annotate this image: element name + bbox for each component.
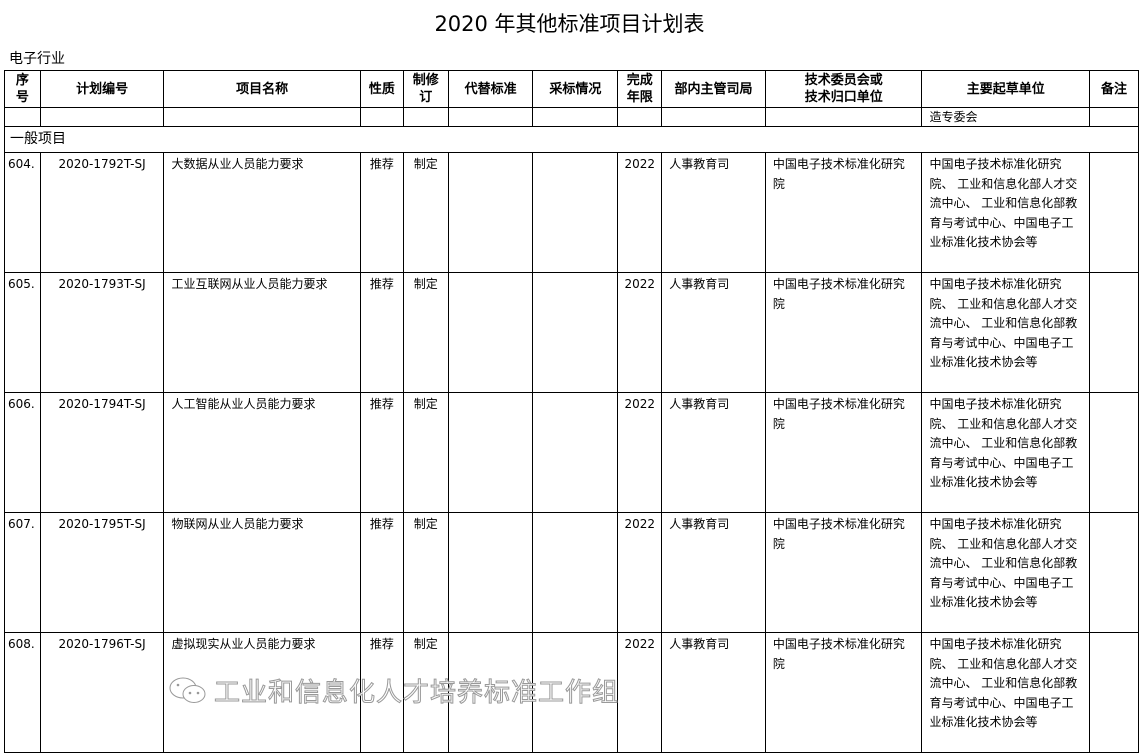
cell-dept: 人事教育司 xyxy=(661,152,766,273)
cell-note xyxy=(1089,392,1139,513)
cell-tc: 中国电子技术标准化研究院 xyxy=(764,152,923,273)
watermark-text: 工业和信息化人才培养标准工作组 xyxy=(213,678,620,709)
header-nature: 性质 xyxy=(359,70,404,108)
wechat-icon xyxy=(169,677,206,703)
cell-name: 工业互联网从业人员能力要求 xyxy=(163,272,361,393)
cell-year: 2022 xyxy=(617,632,663,753)
cell-drafter: 中国电子技术标准化研究院、 工业和信息化部人才交流中心、 工业和信息化部教育与考… xyxy=(921,272,1091,393)
cell-replace xyxy=(447,392,534,513)
cell-code: 2020-1792T-SJ xyxy=(39,152,165,273)
cell-adopt xyxy=(532,632,619,753)
cell-nature: 推荐 xyxy=(359,152,404,273)
cell-drafter: 中国电子技术标准化研究院、 工业和信息化部人才交流中心、 工业和信息化部教育与考… xyxy=(921,392,1091,513)
cell-nature: 推荐 xyxy=(359,512,404,633)
header-note: 备注 xyxy=(1089,70,1139,108)
page-title: 2020 年其他标准项目计划表 xyxy=(434,12,705,36)
header-tc: 技术委员会或 技术归口单位 xyxy=(764,70,923,108)
cell-note xyxy=(1089,632,1139,753)
watermark: 工业和信息化人才培养标准工作组 xyxy=(168,672,619,709)
cell-seq: 607. xyxy=(4,512,41,633)
industry-label: 电子行业 xyxy=(9,51,65,67)
header-dept: 部内主管司局 xyxy=(661,70,766,108)
cell-year: 2022 xyxy=(617,272,663,393)
cell-dept: 人事教育司 xyxy=(661,272,766,393)
header-revision: 制修订 xyxy=(402,70,449,108)
cell-drafter: 中国电子技术标准化研究院、 工业和信息化部人才交流中心、 工业和信息化部教育与考… xyxy=(921,512,1091,633)
header-seq: 序号 xyxy=(4,70,41,108)
cell-adopt xyxy=(532,512,619,633)
cell-note xyxy=(1089,272,1139,393)
header-name: 项目名称 xyxy=(163,70,361,108)
cell-nature: 推荐 xyxy=(359,632,404,753)
cell-nature: 推荐 xyxy=(359,392,404,513)
header-revision-text: 制修订 xyxy=(412,73,439,105)
cell-dept: 人事教育司 xyxy=(661,632,766,753)
table-row: 606. 2020-1794T-SJ 人工智能从业人员能力要求 推荐 制定 2022 人事教… xyxy=(4,392,1139,513)
section-row: 一般项目 xyxy=(4,126,1139,153)
cell-tc: 中国电子技术标准化研究院 xyxy=(764,272,923,393)
cell-seq: 605. xyxy=(4,272,41,393)
cell-seq: 608. xyxy=(4,632,41,753)
cell-type: 制定 xyxy=(402,272,449,393)
cell-type: 制定 xyxy=(402,152,449,273)
header-row: 序号 计划编号 项目名称 性质 制修订 代替标准 采标情况 完成年限 部内主管司… xyxy=(4,70,1139,108)
cell-adopt xyxy=(532,392,619,513)
cell-year: 2022 xyxy=(617,392,663,513)
section-label: 一般项目 xyxy=(4,126,1139,153)
cell-drafter: 中国电子技术标准化研究院、 工业和信息化部人才交流中心、 工业和信息化部教育与考… xyxy=(921,632,1091,753)
cell-code: 2020-1796T-SJ xyxy=(39,632,165,753)
cell-code: 2020-1793T-SJ xyxy=(39,272,165,393)
cell-seq: 606. xyxy=(4,392,41,513)
cell-type: 制定 xyxy=(402,632,449,753)
table-row: 604. 2020-1792T-SJ 大数据从业人员能力要求 推荐 制定 2022 人事教育… xyxy=(4,152,1139,273)
plan-table: 序号 计划编号 项目名称 性质 制修订 代替标准 采标情况 完成年限 部内主管司… xyxy=(4,70,1139,753)
cell-tc: 中国电子技术标准化研究院 xyxy=(764,512,923,633)
cell-dept: 人事教育司 xyxy=(661,512,766,633)
cell-year: 2022 xyxy=(617,512,663,633)
header-code: 计划编号 xyxy=(39,70,165,108)
cell-name: 人工智能从业人员能力要求 xyxy=(163,392,361,513)
continuation-text: 造专委会 xyxy=(921,107,1091,127)
header-replace: 代替标准 xyxy=(447,70,534,108)
header-adopt: 采标情况 xyxy=(532,70,619,108)
cell-name: 物联网从业人员能力要求 xyxy=(163,512,361,633)
cell-drafter: 中国电子技术标准化研究院、 工业和信息化部人才交流中心、 工业和信息化部教育与考… xyxy=(921,152,1091,273)
cell-tc: 中国电子技术标准化研究院 xyxy=(764,632,923,753)
header-year-text: 完成年限 xyxy=(626,73,653,105)
header-year: 完成年限 xyxy=(617,70,663,108)
cell-replace xyxy=(447,152,534,273)
cell-note xyxy=(1089,152,1139,273)
cell-year: 2022 xyxy=(617,152,663,273)
cell-type: 制定 xyxy=(402,512,449,633)
cell-type: 制定 xyxy=(402,392,449,513)
cell-adopt xyxy=(532,152,619,273)
header-drafter: 主要起草单位 xyxy=(921,70,1091,108)
cell-tc: 中国电子技术标准化研究院 xyxy=(764,392,923,513)
cell-nature: 推荐 xyxy=(359,272,404,393)
cell-dept: 人事教育司 xyxy=(661,392,766,513)
continuation-row: 造专委会 xyxy=(4,107,1139,127)
table-row: 607. 2020-1795T-SJ 物联网从业人员能力要求 推荐 制定 2022 人事教育… xyxy=(4,512,1139,633)
cell-name: 大数据从业人员能力要求 xyxy=(163,152,361,273)
cell-replace xyxy=(447,272,534,393)
cell-replace xyxy=(447,512,534,633)
cell-seq: 604. xyxy=(4,152,41,273)
cell-adopt xyxy=(532,272,619,393)
cell-code: 2020-1795T-SJ xyxy=(39,512,165,633)
cell-code: 2020-1794T-SJ xyxy=(39,392,165,513)
cell-note xyxy=(1089,512,1139,633)
table-row: 605. 2020-1793T-SJ 工业互联网从业人员能力要求 推荐 制定 2022 人事… xyxy=(4,272,1139,393)
